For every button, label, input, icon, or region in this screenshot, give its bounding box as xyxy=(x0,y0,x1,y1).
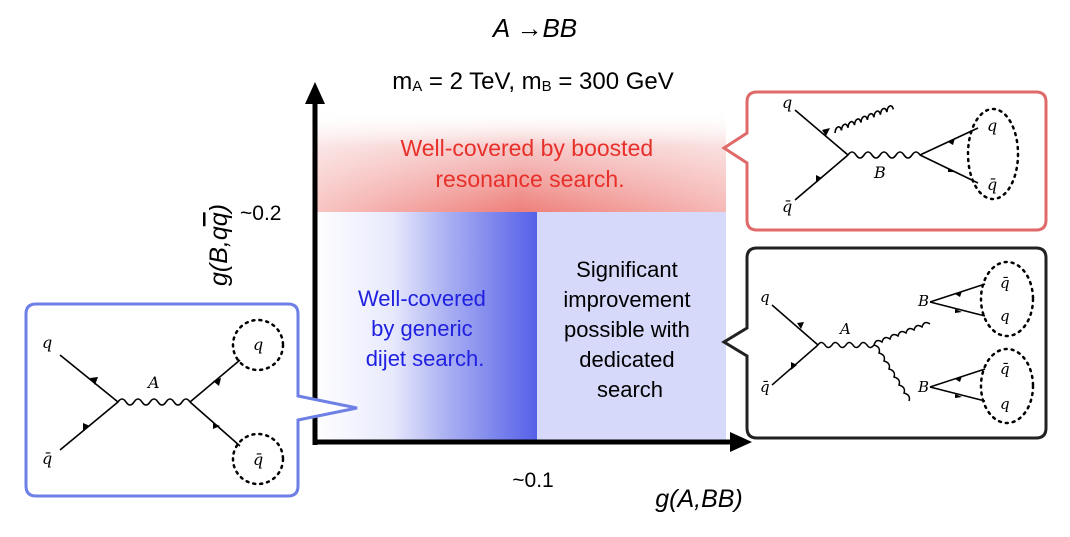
black-q-out-2: q xyxy=(1000,395,1010,413)
black-q-out-1: q xyxy=(1000,307,1010,325)
y-tick-label: ~0.2 xyxy=(240,202,281,225)
y-axis-label: g(B,qq) xyxy=(205,204,233,286)
blue-qbar-out: q̄ xyxy=(253,450,263,469)
y-axis-arrow xyxy=(305,82,325,104)
black-B-top: B xyxy=(917,292,929,310)
red-q-in: q xyxy=(782,93,792,112)
boosted-text: Well-covered by boosted resonance search… xyxy=(400,135,659,192)
generic-region xyxy=(313,212,537,442)
title: A →BB xyxy=(491,13,577,43)
generic-callout: q q̄ A q q̄ xyxy=(24,302,358,498)
gluon-line xyxy=(834,105,895,134)
blue-q-out: q xyxy=(253,335,263,354)
x-axis-label: g(A,BB) xyxy=(655,485,743,513)
black-qbar-out-1: q̄ xyxy=(1000,274,1010,292)
blue-A: A xyxy=(146,373,160,392)
black-qbar-in: q̄ xyxy=(760,378,770,396)
boosted-callout: q q̄ B q q̄ xyxy=(721,90,1048,232)
black-A: A xyxy=(838,320,851,338)
subtitle: mA = 2 TeV, mB = 300 GeV xyxy=(392,68,674,95)
generic-text: Well-covered by generic dijet search. xyxy=(358,286,492,371)
boosted-region-fade xyxy=(313,110,726,212)
blue-qbar-in: q̄ xyxy=(42,449,52,468)
red-q-out: q xyxy=(987,116,997,135)
dedicated-callout: q q̄ A B B q̄ q q̄ q xyxy=(721,246,1048,440)
black-q-in: q xyxy=(760,288,770,306)
black-qbar-out-2: q̄ xyxy=(1000,360,1010,378)
black-B-bottom: B xyxy=(917,378,929,396)
x-axis-arrow xyxy=(730,432,752,452)
red-B: B xyxy=(873,163,886,182)
improvement-text: Significant improvement possible with de… xyxy=(563,257,696,402)
blue-q-in: q xyxy=(42,333,52,352)
red-qbar-out: q̄ xyxy=(987,175,997,194)
improvement-region xyxy=(537,212,726,442)
x-tick-label: ~0.1 xyxy=(512,469,553,492)
red-qbar-in: q̄ xyxy=(782,197,792,216)
